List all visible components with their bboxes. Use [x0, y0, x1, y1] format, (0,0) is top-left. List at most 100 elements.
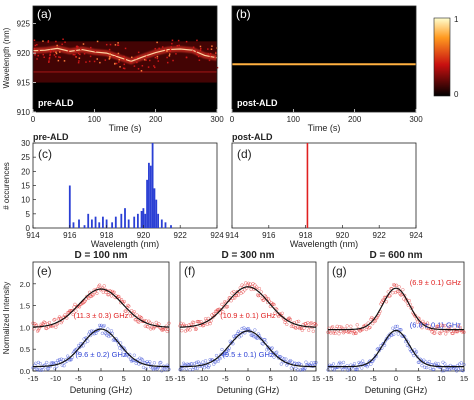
panel-g-series-0-point — [359, 328, 363, 333]
panel-f-series-0-point — [269, 301, 273, 305]
panel-g-series-1-point — [413, 348, 417, 352]
panel-a-speckle — [34, 54, 36, 56]
panel-f-series-1-point — [184, 367, 189, 371]
panel-a-speckle — [143, 58, 146, 61]
panel-f-series-0-point — [297, 326, 302, 331]
panel-e-series-1-point — [129, 357, 133, 362]
colorbar: 1 0 — [433, 15, 459, 99]
panel-g-series-0-point — [388, 294, 392, 298]
panel-a-speckle — [158, 47, 160, 50]
panel-g-series-1-point — [392, 332, 396, 336]
panel-a-speckle — [178, 44, 180, 47]
panel-b-plot-area — [232, 6, 416, 112]
panel-a-speckle — [211, 45, 213, 47]
panel-e-xtick-label: -15 — [28, 374, 39, 383]
panel-f-series-1-point — [231, 342, 235, 346]
panel-b-label: (b) — [236, 7, 251, 21]
panel-a-speckle — [157, 60, 160, 62]
panel-f-series-0-point — [309, 321, 314, 325]
panel-a-speckle — [55, 52, 58, 55]
panel-a-speckle — [118, 61, 120, 63]
panel-a-label: (a) — [37, 7, 52, 21]
panel-f-series-1-point — [273, 353, 277, 357]
panel-g-xtick-label: 0 — [394, 374, 398, 383]
panel-g-series-1-label: (6.8 ± 0.1) GHz — [410, 321, 461, 330]
panel-a-ylabel: Wavelength (nm) — [2, 27, 11, 88]
panel-f-series-0-point — [276, 314, 281, 319]
panel-c-xtick-label: 914 — [26, 231, 40, 240]
panel-a-speckle — [185, 56, 188, 59]
panel-e-series-0-point — [136, 319, 140, 324]
panel-a-speckle — [61, 43, 63, 46]
panel-a-speckle — [34, 44, 37, 47]
panel-a-speckle — [78, 57, 81, 59]
panel-e-series-0-point — [134, 317, 138, 322]
panel-f-series-0-point — [235, 289, 240, 294]
panel-c-bar — [94, 216, 97, 228]
panel-f-series-0-point — [241, 290, 245, 294]
panel-f-series-0-point — [243, 288, 247, 292]
panel-f-series-1-point — [228, 339, 232, 343]
panel-g-series-0-point — [451, 331, 455, 336]
panel-e-xtick-label: 0 — [99, 374, 103, 383]
panel-a-speckle — [185, 40, 188, 43]
panel-e-series-0-point — [87, 296, 91, 300]
panel-a-speckle — [47, 41, 49, 43]
panel-a-speckle — [154, 56, 157, 59]
panel-c-xtick-label: 920 — [137, 231, 151, 240]
panel-a-speckle — [171, 42, 173, 45]
panel-f-series-0-point — [233, 296, 237, 300]
panel-e-series-0-point — [71, 312, 75, 317]
panel-e-series-1-point — [59, 357, 63, 361]
panel-g-series-0-point — [421, 319, 425, 323]
panel-c-x-ticks: 914 916 918 920 922 924 — [26, 225, 224, 240]
panel-a-speckle — [147, 66, 150, 68]
panel-f-series-0-point — [206, 316, 210, 321]
panel-g-series-0-point — [368, 325, 372, 329]
panel-a-speckle — [58, 56, 60, 58]
panel-a-speckle — [49, 51, 52, 53]
panel-a-speckle — [199, 45, 202, 48]
panel-e-series-0-point — [139, 315, 143, 320]
panel-f-series-1-point — [230, 340, 234, 344]
panel-a-speckle — [207, 48, 209, 50]
panel-f-series-0-point — [229, 299, 233, 303]
panel-f-series-0-point — [221, 310, 225, 314]
panel-g-series-1-point — [355, 367, 359, 372]
panel-f-series-1-point — [224, 349, 229, 353]
panel-e-series-0-point — [146, 325, 150, 329]
panel-a-speckle — [80, 48, 82, 51]
panel-e-ytick-label: 1.0 — [20, 323, 30, 332]
panel-e-series-0-point — [54, 325, 58, 329]
panel-d-xlabel: Wavelength (nm) — [290, 239, 358, 249]
panel-f-series-0-point — [288, 317, 293, 322]
panel-c-label: (c) — [38, 147, 52, 161]
panel-e-series-0-point — [161, 327, 166, 332]
panel-g-series-1-point — [348, 367, 352, 372]
panel-f-series-1-point — [284, 357, 288, 361]
panel-a-speckle — [49, 53, 51, 56]
panel-f-series-1-point — [274, 351, 278, 355]
panel-a-speckle — [145, 59, 147, 61]
panel-c-bars — [68, 143, 172, 228]
panel-a-speckle — [122, 67, 125, 70]
panel-g-series-1-point — [423, 365, 427, 369]
panel-e-series-0-point — [59, 321, 63, 325]
panel-e-xtick-label: -5 — [75, 374, 82, 383]
panel-a-speckle — [146, 55, 148, 58]
panel-f-series-1-point — [195, 366, 199, 371]
panel-a-speckle — [161, 46, 164, 48]
panel-g-series-0-point — [462, 330, 466, 334]
panel-f-plot-area — [179, 261, 317, 372]
panel-g-series-1-point — [459, 361, 463, 365]
panel-f-series-0-point — [289, 324, 293, 328]
panel-e-series-1-point — [138, 356, 142, 360]
panel-f-series-1-point — [216, 359, 220, 363]
panel-e-series-1-point — [139, 357, 144, 361]
panel-e-series-1-point — [62, 364, 66, 368]
panel-a-speckle — [48, 61, 50, 63]
panel-b-xlabel: Time (s) — [308, 123, 341, 133]
panel-a-xtick-label: 0 — [31, 115, 36, 124]
panel-f-series-1-point — [261, 342, 265, 346]
panel-e-series-0-point — [31, 321, 35, 325]
